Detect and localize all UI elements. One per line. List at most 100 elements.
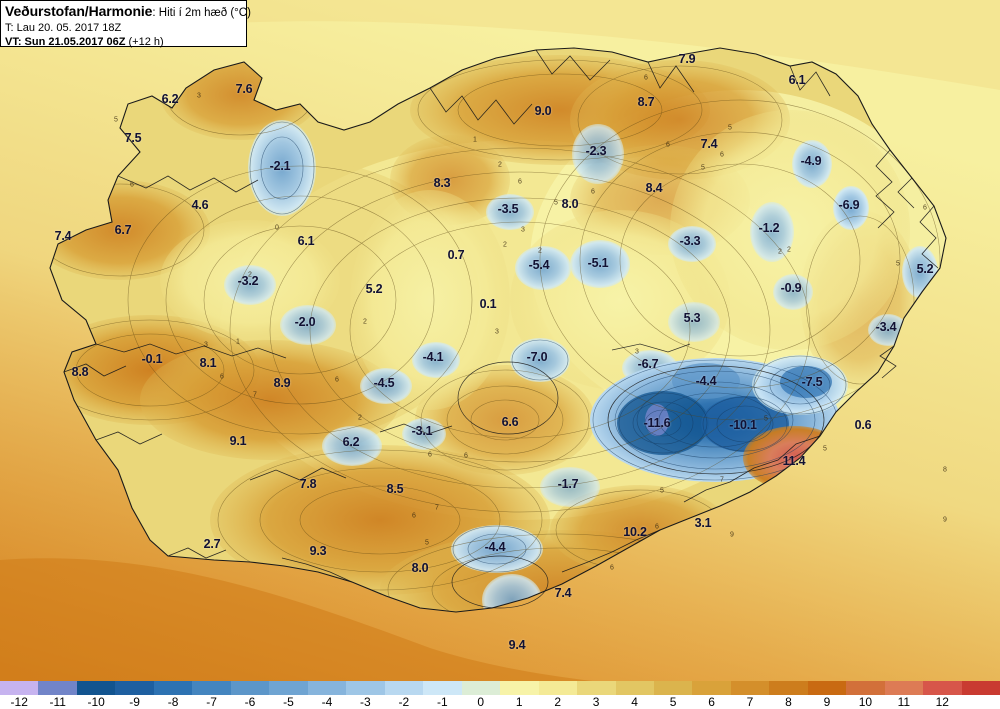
contour-tick: 3 bbox=[635, 348, 639, 356]
contour-tick: 5 bbox=[554, 199, 558, 207]
model-title: Veðurstofan/Harmonie bbox=[5, 3, 153, 19]
station-label: 7.4 bbox=[700, 137, 718, 151]
station-label: -3.3 bbox=[679, 234, 701, 248]
station-label: 8.7 bbox=[637, 95, 655, 109]
station-label: 7.5 bbox=[124, 131, 142, 145]
contour-tick: 6 bbox=[655, 523, 659, 531]
station-label: 6.7 bbox=[114, 223, 132, 237]
station-label: 2.7 bbox=[203, 537, 221, 551]
valid-time-line: VT: Sun 21.05.2017 06Z (+12 h) bbox=[5, 35, 242, 49]
map-canvas[interactable]: 7.6 6.2 7.5 -2.1 4.6 6.7 7.4 6.1 -3.2 5.2 -2.0 -0.1… bbox=[0, 0, 1000, 681]
colorbar-swatch bbox=[577, 681, 616, 695]
station-label: -4.1 bbox=[422, 350, 444, 364]
forecast-info-box: Veðurstofan/Harmonie: Hiti í 2m hæð (°C)… bbox=[0, 0, 251, 49]
station-label: 6.1 bbox=[297, 234, 315, 248]
contour-tick: 6 bbox=[412, 512, 416, 520]
station-label: 8.9 bbox=[273, 376, 291, 390]
colorbar-tick: -3 bbox=[360, 695, 371, 709]
contour-tick: 6 bbox=[644, 74, 648, 82]
colorbar-swatch bbox=[269, 681, 308, 695]
station-label: 6.2 bbox=[342, 435, 360, 449]
ocean-south-band bbox=[0, 558, 1000, 681]
contour-tick: 7 bbox=[720, 476, 724, 484]
station-label: -3.5 bbox=[497, 202, 519, 216]
contour-tick: 1 bbox=[473, 136, 477, 144]
station-label: -4.9 bbox=[800, 154, 822, 168]
colorbar-tick: 7 bbox=[746, 695, 754, 709]
coastline-detail bbox=[63, 49, 939, 583]
station-label: -0.9 bbox=[780, 281, 802, 295]
temperature-colorbar[interactable]: -12 -11 -10 -9 -8 -7 -6 -5 -4 -3 -2 -1 0 1 2 3 4 5 6 7 8 9 10 1… bbox=[0, 681, 1000, 709]
colorbar-swatches bbox=[0, 681, 1000, 695]
contour-tick: 0 bbox=[275, 224, 279, 232]
station-label: 8.8 bbox=[71, 365, 89, 379]
contour-tick: 2 bbox=[503, 241, 507, 249]
colorbar-tick: -4 bbox=[321, 695, 333, 709]
contour-tick: 2 bbox=[778, 248, 782, 256]
station-label: 0.6 bbox=[854, 418, 872, 432]
run-time-label: T: Lau 20. 05. 2017 18Z bbox=[5, 22, 122, 34]
station-label: 7.4 bbox=[54, 229, 72, 243]
contour-tick: 8 bbox=[943, 466, 947, 474]
colorbar-swatch bbox=[538, 681, 578, 695]
colorbar-tick: -8 bbox=[167, 695, 179, 709]
colorbar-swatch bbox=[807, 681, 847, 695]
colorbar-swatch bbox=[653, 681, 693, 695]
contour-lines-cold bbox=[249, 121, 847, 573]
colorbar-swatch bbox=[500, 681, 539, 695]
valid-time-offset: (+12 h) bbox=[125, 36, 164, 48]
station-label: 7.8 bbox=[299, 477, 317, 491]
colorbar-swatch bbox=[730, 681, 770, 695]
contour-lines bbox=[50, 54, 941, 612]
contour-tick: 6 bbox=[464, 452, 468, 460]
station-label: -7.0 bbox=[526, 350, 548, 364]
colorbar-swatch bbox=[384, 681, 424, 695]
station-label: 0.7 bbox=[447, 248, 465, 262]
contour-tick: 5 bbox=[701, 164, 705, 172]
station-label: 6.1 bbox=[788, 73, 806, 87]
ocean-north-band bbox=[0, 0, 1000, 90]
colorbar-swatch bbox=[923, 681, 962, 695]
colorbar-swatch bbox=[0, 681, 39, 695]
contour-tick: 2 bbox=[363, 318, 367, 326]
station-label: -4.4 bbox=[484, 540, 506, 554]
contour-tick: 5 bbox=[425, 539, 429, 547]
contour-tick: 5 bbox=[764, 415, 768, 423]
colorbar-swatch bbox=[961, 681, 1000, 695]
contour-tick: 6 bbox=[518, 178, 522, 186]
colorbar-tick: 5 bbox=[669, 695, 677, 709]
contour-tick: 3 bbox=[495, 328, 499, 336]
contour-tick: 9 bbox=[943, 516, 947, 524]
contour-tick: 7 bbox=[253, 391, 257, 399]
colorbar-swatch bbox=[230, 681, 270, 695]
contour-tick: 2 bbox=[787, 246, 791, 254]
colorbar-tick: -5 bbox=[283, 695, 294, 709]
colorbar-tick: 6 bbox=[708, 695, 715, 709]
colorbar-tick: 8 bbox=[785, 695, 792, 709]
station-label: 5.2 bbox=[365, 282, 383, 296]
contour-tick: 1 bbox=[236, 338, 240, 346]
station-label: 6.2 bbox=[161, 92, 179, 106]
colorbar-tick: -10 bbox=[87, 695, 105, 709]
colorbar-tick: 1 bbox=[515, 695, 523, 709]
station-label: -0.1 bbox=[141, 352, 163, 366]
station-label: 8.5 bbox=[386, 482, 404, 496]
contour-tick: 3 bbox=[197, 92, 201, 100]
station-label: 7.4 bbox=[554, 586, 572, 600]
station-label: -6.7 bbox=[637, 357, 659, 371]
contour-tick: 6 bbox=[428, 451, 432, 459]
colorbar-swatch bbox=[461, 681, 501, 695]
colorbar-swatch bbox=[115, 681, 154, 695]
station-label: 3.1 bbox=[694, 516, 712, 530]
station-label: -10.1 bbox=[729, 418, 757, 432]
station-label: 9.1 bbox=[229, 434, 247, 448]
station-label: -4.4 bbox=[695, 374, 717, 388]
glacier-outlines bbox=[299, 103, 825, 609]
colorbar-tick: -12 bbox=[10, 695, 28, 709]
station-label: 8.3 bbox=[433, 176, 451, 190]
contour-tick: 3 bbox=[521, 226, 525, 234]
contour-tick: 2 bbox=[538, 247, 542, 255]
station-label: 8.4 bbox=[645, 181, 663, 195]
station-label: -4.5 bbox=[373, 376, 395, 390]
